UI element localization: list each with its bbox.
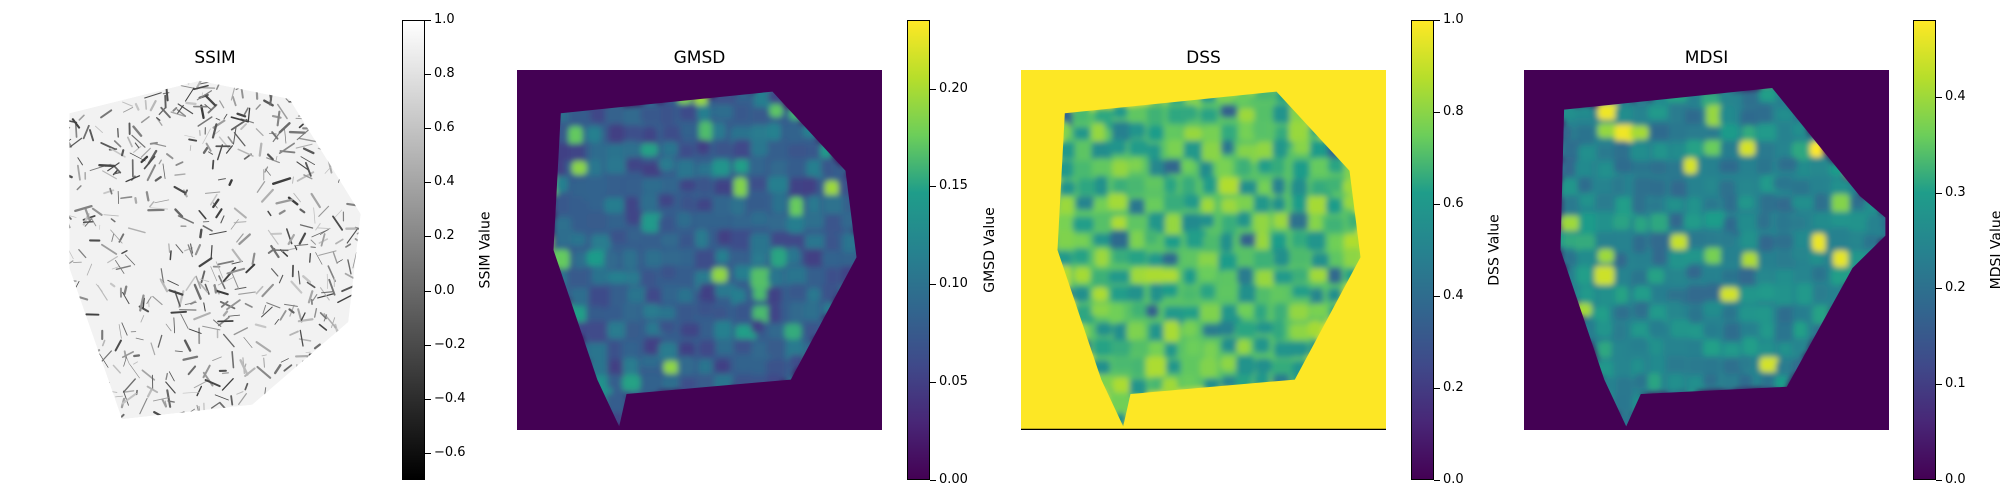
colorbar-tick-label: 0.6	[1443, 196, 1464, 211]
colorbar-tick-mark	[425, 128, 431, 129]
colorbar-tick-label: 0.4	[434, 174, 455, 189]
colorbar-tick-label: 0.2	[434, 228, 455, 243]
colorbar-tick-mark	[425, 345, 431, 346]
colorbar-tick-label: 1.0	[434, 12, 455, 27]
colorbar-tick-label: 0.0	[434, 283, 455, 298]
colorbar-2	[1411, 20, 1434, 480]
heatmap-region	[69, 80, 361, 420]
colorbar-tick-label: 0.4	[1945, 89, 1966, 104]
colorbar-tick-label: 0.2	[1443, 380, 1464, 395]
heatmap-1	[517, 70, 882, 430]
colorbar-tick-mark	[425, 453, 431, 454]
colorbar-1	[907, 20, 930, 480]
colorbar-label: SSIM Value	[476, 211, 493, 289]
colorbar-tick-label: 0.00	[939, 472, 968, 487]
colorbar-tick-mark	[1936, 384, 1942, 385]
colorbar-label: MDSI Value	[1987, 210, 2000, 290]
colorbar-tick-mark	[930, 382, 936, 383]
colorbar-tick-label: 0.15	[939, 178, 968, 193]
colorbar-tick-label: −0.6	[434, 445, 466, 460]
colorbar-tick-label: 0.8	[434, 66, 455, 81]
colorbar-tick-mark	[1434, 480, 1440, 481]
panel-title-1: GMSD	[673, 48, 726, 68]
colorbar-tick-mark	[425, 182, 431, 183]
colorbar-tick-label: 0.10	[939, 276, 968, 291]
colorbar-tick-label: 0.6	[434, 120, 455, 135]
colorbar-tick-label: 0.0	[1945, 472, 1966, 487]
colorbar-tick-label: 0.20	[939, 81, 968, 96]
colorbar-label: DSS Value	[1486, 214, 1503, 286]
colorbar-tick-mark	[1434, 296, 1440, 297]
colorbar-tick-mark	[1936, 288, 1942, 289]
colorbar-tick-label: 0.8	[1443, 104, 1464, 119]
colorbar-label: GMSD Value	[981, 207, 998, 293]
colorbar-tick-mark	[1434, 112, 1440, 113]
colorbar-tick-label: 0.3	[1945, 185, 1966, 200]
colorbar-tick-label: 0.0	[1443, 472, 1464, 487]
colorbar-tick-mark	[1936, 97, 1942, 98]
colorbar-tick-label: 1.0	[1443, 12, 1464, 27]
colorbar-tick-mark	[425, 20, 431, 21]
panel-title-3: MDSI	[1684, 48, 1729, 68]
colorbar-tick-mark	[930, 284, 936, 285]
heatmap-0	[60, 70, 370, 430]
colorbar-tick-mark	[1434, 20, 1440, 21]
panel-title-2: DSS	[1186, 48, 1221, 68]
colorbar-0	[402, 20, 425, 480]
colorbar-tick-label: 0.4	[1443, 288, 1464, 303]
colorbar-tick-mark	[930, 89, 936, 90]
colorbar-tick-mark	[1434, 388, 1440, 389]
colorbar-tick-mark	[1936, 480, 1942, 481]
colorbar-3	[1913, 20, 1936, 480]
heatmap-3	[1524, 70, 1889, 430]
colorbar-tick-mark	[425, 291, 431, 292]
colorbar-tick-mark	[1936, 193, 1942, 194]
colorbar-tick-mark	[425, 399, 431, 400]
colorbar-tick-label: −0.4	[434, 391, 466, 406]
colorbar-tick-label: 0.2	[1945, 280, 1966, 295]
colorbar-tick-mark	[930, 480, 936, 481]
panel-title-0: SSIM	[194, 48, 236, 68]
colorbar-tick-mark	[425, 74, 431, 75]
colorbar-tick-mark	[1434, 204, 1440, 205]
colorbar-tick-label: 0.05	[939, 374, 968, 389]
colorbar-tick-label: −0.2	[434, 337, 466, 352]
colorbar-tick-label: 0.1	[1945, 376, 1966, 391]
colorbar-tick-mark	[425, 236, 431, 237]
colorbar-tick-mark	[930, 186, 936, 187]
heatmap-2	[1021, 70, 1386, 430]
